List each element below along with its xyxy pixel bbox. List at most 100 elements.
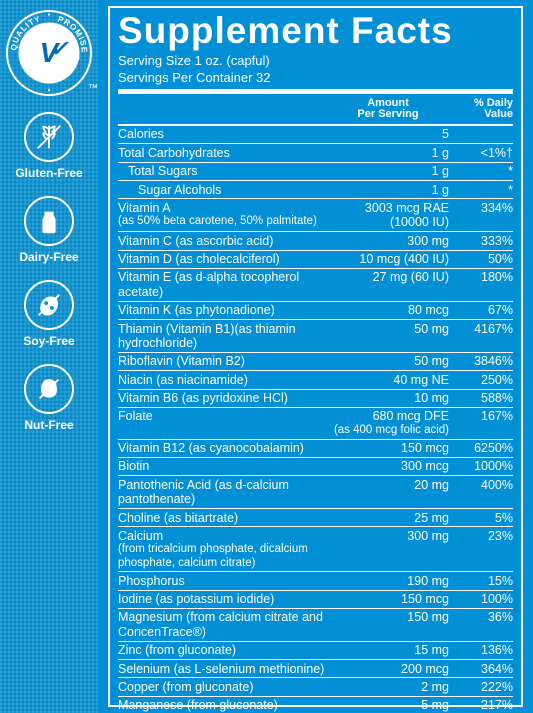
seal-v-icon: V✓ <box>28 32 70 74</box>
milk-icon <box>24 196 74 246</box>
nutrient-row: Riboflavin (Vitamin B2) 50 mg 3846% <box>118 353 513 371</box>
nutrient-amount: 50 mg <box>414 322 449 336</box>
nutrient-amount: 1 g <box>432 146 449 160</box>
nutrient-dv: 50% <box>455 252 513 266</box>
nutrient-dv <box>455 127 513 141</box>
nut-icon <box>24 364 74 414</box>
nutrient-amount: 80 mcg <box>408 303 449 317</box>
nutrient-dv: 5% <box>455 511 513 525</box>
nutrient-row: Selenium (as L-selenium methionine)200 m… <box>118 660 513 678</box>
nutrient-name: Vitamin B12 (as cyanocobalamin) <box>118 441 304 455</box>
svg-text:•: • <box>48 12 51 19</box>
nutrient-dv: 4167% <box>455 322 513 351</box>
nutrient-row: Thiamin (Vitamin B1)(as thiamin hydrochl… <box>118 320 513 353</box>
nutrient-row: Vitamin A(as 50% beta carotene, 50% palm… <box>118 199 513 232</box>
sidebar: QUALITY PROMISE TESTED & TRUSTED • • V✓ … <box>0 0 98 713</box>
nutrient-name: Iodine (as potassium iodide) <box>118 592 274 606</box>
column-headers: AmountPer Serving % DailyValue <box>118 96 513 126</box>
nutrient-name: Vitamin K (as phytonadione) <box>118 303 275 317</box>
heavy-rule <box>118 89 513 94</box>
nutrient-amount: 15 mg <box>414 643 449 657</box>
nutrient-amount: 3003 mcg RAE (10000 IU) <box>365 201 449 229</box>
nutrient-name: Selenium (as L-selenium methionine) <box>118 662 324 676</box>
nutrient-amount: 50 mg <box>414 354 449 368</box>
cert-label: Dairy-Free <box>4 250 94 264</box>
cert-label: Soy-Free <box>4 334 94 348</box>
nutrient-dv: * <box>455 164 513 178</box>
nutrient-amount: 300 mcg <box>401 459 449 473</box>
nutrient-amount: 150 mcg <box>401 441 449 455</box>
nutrient-row: Vitamin E (as d-alpha tocopherol acetate… <box>118 269 513 302</box>
nutrient-row: Iodine (as potassium iodide)150 mcg100% <box>118 591 513 609</box>
nutrient-rows: Calories5Total Carbohydrates1 g<1%†Total… <box>118 126 513 713</box>
nutrient-dv: * <box>455 183 513 197</box>
nutrient-dv: 3846% <box>455 354 513 368</box>
nutrient-row: Vitamin K (as phytonadione) 80 mcg 67% <box>118 302 513 320</box>
nutrient-dv: 67% <box>455 303 513 317</box>
nutrient-name: Riboflavin (Vitamin B2) <box>118 354 245 368</box>
nutrient-name: Zinc (from gluconate) <box>118 643 236 657</box>
nutrient-row: Total Sugars 1 g * <box>118 163 513 181</box>
nutrient-dv: 36% <box>455 610 513 639</box>
nutrient-name: Vitamin C (as ascorbic acid) <box>118 234 273 248</box>
cert-bean: Soy-Free <box>4 280 94 348</box>
nutrient-dv: 364% <box>455 662 513 676</box>
cert-label: Nut-Free <box>4 418 94 432</box>
nutrient-dv: 167% <box>455 409 513 437</box>
serving-size: Serving Size 1 oz. (capful) <box>118 53 513 68</box>
facts-panel: Supplement Facts Serving Size 1 oz. (cap… <box>98 0 533 713</box>
nutrient-amount: 1 g <box>432 183 449 197</box>
nutrient-amount: 2 mg <box>421 680 449 694</box>
nutrient-dv: <1%† <box>455 146 513 160</box>
nutrient-name: Sugar Alcohols <box>138 183 221 197</box>
nutrient-name: Choline (as bitartrate) <box>118 511 238 525</box>
facts-box: Supplement Facts Serving Size 1 oz. (cap… <box>108 6 523 707</box>
quality-promise-seal: QUALITY PROMISE TESTED & TRUSTED • • V✓ … <box>6 10 92 96</box>
nutrient-name: Pantothenic Acid (as d-calcium pantothen… <box>118 478 289 506</box>
nutrient-name: Magnesium (from calcium citrate and Conc… <box>118 610 323 638</box>
servings-per-container: Servings Per Container 32 <box>118 70 513 85</box>
nutrient-row: Total Carbohydrates 1 g <1%† <box>118 144 513 162</box>
nutrient-row: Phosphorus190 mg15% <box>118 572 513 590</box>
nutrient-name: Manganese (from gluconate) <box>118 698 278 712</box>
nutrient-amount: 1 g <box>432 164 449 178</box>
nutrient-row: Choline (as bitartrate) 25 mg 5% <box>118 509 513 527</box>
certification-list: Gluten-Free Dairy-Free Soy-Free Nut-Free <box>4 112 94 432</box>
nutrient-name: Total Sugars <box>128 164 197 178</box>
nutrient-dv: 400% <box>455 478 513 507</box>
nutrient-note: (as 50% beta carotene, 50% palmitate) <box>118 215 325 228</box>
nutrient-amount: 190 mg <box>407 574 449 588</box>
nutrient-name: Copper (from gluconate) <box>118 680 253 694</box>
nutrient-row: Vitamin C (as ascorbic acid)300 mg333% <box>118 232 513 250</box>
nutrient-row: Calcium(from tricalcium phosphate, dical… <box>118 527 513 572</box>
nutrient-amount: 10 mcg (400 IU) <box>359 252 449 266</box>
nutrient-row: Zinc (from gluconate) 15 mg 136% <box>118 642 513 660</box>
tm-mark: ™ <box>88 83 98 94</box>
nutrient-amount: 25 mg <box>414 511 449 525</box>
nutrient-amount: 300 mg <box>407 234 449 248</box>
nutrient-amount: 10 mg <box>414 391 449 405</box>
nutrient-name: Vitamin D (as cholecalciferol) <box>118 252 280 266</box>
nutrient-dv: 222% <box>455 680 513 694</box>
nutrient-amount-note: (as 400 mcg folic acid) <box>325 424 449 437</box>
nutrient-amount: 5 <box>442 127 449 141</box>
nutrient-row: Niacin (as niacinamide)40 mg NE250% <box>118 371 513 389</box>
bean-icon <box>24 280 74 330</box>
nutrient-amount: 27 mg (60 IU) <box>373 270 449 284</box>
nutrient-dv: 136% <box>455 643 513 657</box>
cert-nut: Nut-Free <box>4 364 94 432</box>
page: QUALITY PROMISE TESTED & TRUSTED • • V✓ … <box>0 0 533 713</box>
wheat-icon <box>24 112 74 162</box>
nutrient-dv: 100% <box>455 592 513 606</box>
cert-label: Gluten-Free <box>4 166 94 180</box>
nutrient-name: Calcium <box>118 529 163 543</box>
cert-milk: Dairy-Free <box>4 196 94 264</box>
nutrient-row: Sugar Alcohols 1 g * <box>118 181 513 199</box>
nutrient-name: Total Carbohydrates <box>118 146 230 160</box>
nutrient-amount: 680 mcg DFE <box>373 409 449 423</box>
nutrient-amount: 300 mg <box>407 529 449 543</box>
nutrient-row: Manganese (from gluconate)5 mg217% <box>118 697 513 713</box>
nutrient-row: Vitamin D (as cholecalciferol) 10 mcg (40… <box>118 251 513 269</box>
cert-wheat: Gluten-Free <box>4 112 94 180</box>
nutrient-row: Folate680 mcg DFE(as 400 mcg folic acid)… <box>118 408 513 440</box>
